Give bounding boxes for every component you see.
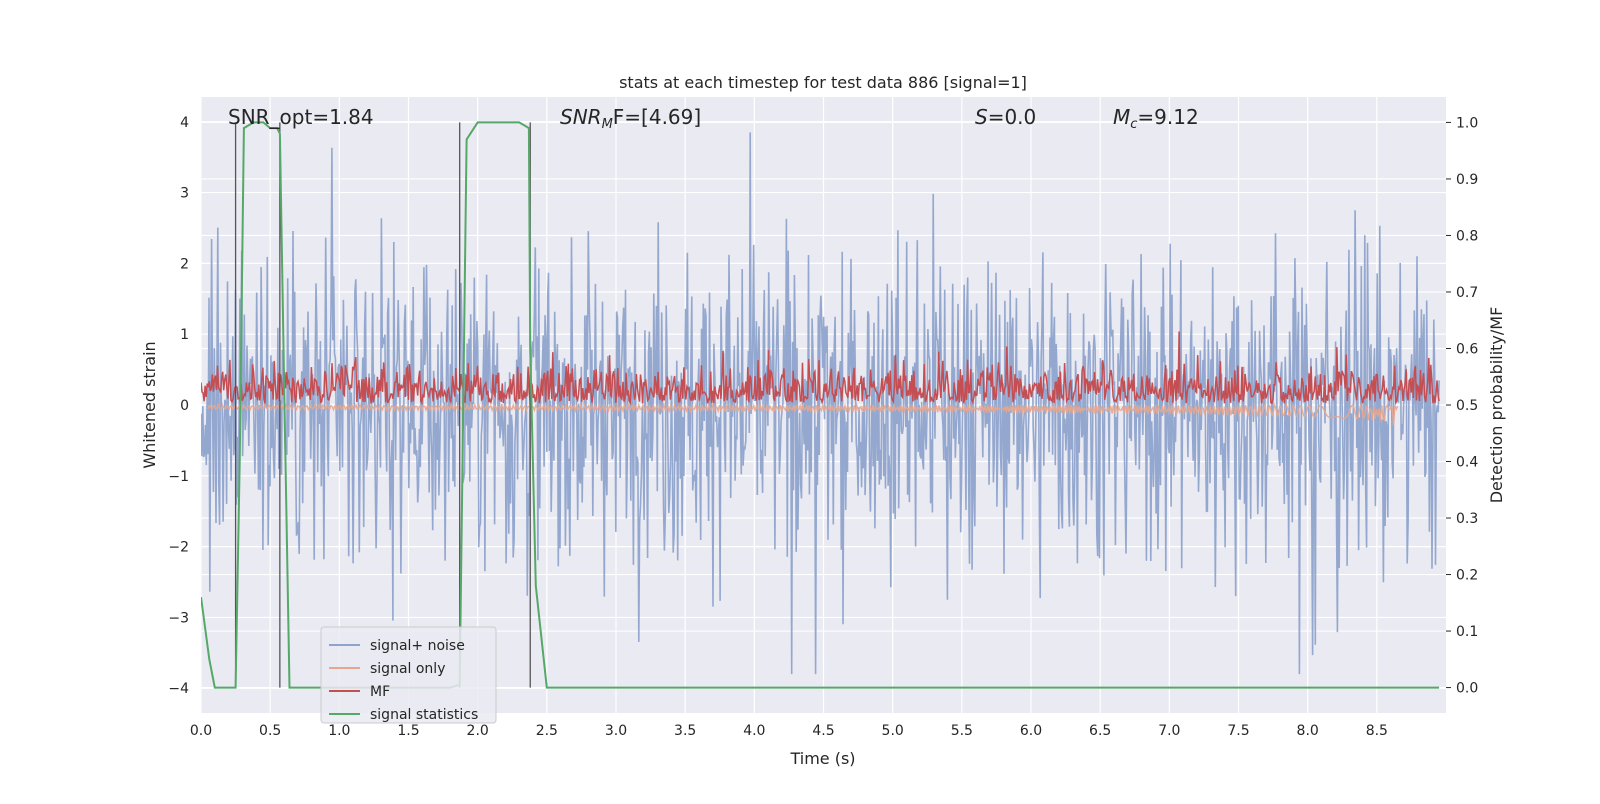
y-right-tick-label: 0.0 — [1456, 681, 1478, 697]
x-tick-label: 7.0 — [1158, 723, 1180, 739]
legend-label: MF — [370, 684, 390, 700]
legend-label: signal+ noise — [370, 638, 465, 654]
y-right-tick-label: 0.8 — [1456, 228, 1478, 244]
x-tick-label: 1.0 — [328, 723, 350, 739]
y-left-tick-label: 3 — [180, 186, 189, 202]
x-tick-label: 4.5 — [812, 723, 834, 739]
y-left-tick-label: −4 — [168, 681, 189, 697]
y-right-tick-label: 0.7 — [1456, 285, 1478, 301]
mf-line — [201, 331, 1440, 406]
x-tick-label: 1.5 — [397, 723, 419, 739]
y-left-tick-label: −3 — [168, 610, 189, 626]
chart-title: stats at each timestep for test data 886… — [619, 73, 1027, 92]
y-right-tick-label: 0.3 — [1456, 511, 1478, 527]
x-tick-label: 2.5 — [536, 723, 558, 739]
y-right-tick-label: 0.9 — [1456, 172, 1478, 188]
x-tick-label: 2.0 — [467, 723, 489, 739]
x-tick-label: 8.5 — [1366, 723, 1388, 739]
y-right-tick-label: 0.2 — [1456, 568, 1478, 584]
x-tick-label: 3.0 — [605, 723, 627, 739]
y-left-tick-label: 4 — [180, 115, 189, 131]
x-tick-label: 5.0 — [882, 723, 904, 739]
signal-statistics-line — [201, 121, 1440, 689]
x-tick-label: 7.5 — [1227, 723, 1249, 739]
y-axis-right-label: Detection probability/MF — [1487, 307, 1506, 504]
x-tick-label: 6.0 — [1020, 723, 1042, 739]
y-left-tick-label: −2 — [168, 540, 189, 556]
y-left-tick-label: 0 — [180, 398, 189, 414]
snr-opt-annotation: SNR_opt=1.84 — [228, 105, 374, 129]
y-axis-left-ticks: −4 −3 −2 −1 0 1 2 3 4 — [168, 115, 189, 697]
y-left-tick-label: −1 — [168, 469, 189, 485]
series-layer — [201, 121, 1440, 689]
snr-mf-annotation: SNRMF=[4.69] — [560, 105, 701, 132]
x-tick-label: 6.5 — [1089, 723, 1111, 739]
x-tick-label: 8.0 — [1297, 723, 1319, 739]
x-tick-label: 0.5 — [259, 723, 281, 739]
x-tick-label: 4.0 — [743, 723, 765, 739]
legend-label: signal statistics — [370, 707, 478, 723]
x-tick-label: 3.5 — [674, 723, 696, 739]
y-right-tick-label: 0.6 — [1456, 341, 1478, 357]
y-left-tick-label: 2 — [180, 256, 189, 272]
signal-only-line — [207, 402, 1399, 426]
legend-label: signal only — [370, 661, 445, 677]
y-right-tick-label: 0.1 — [1456, 624, 1478, 640]
x-tick-label: 5.5 — [951, 723, 973, 739]
y-left-tick-label: 1 — [180, 327, 189, 343]
x-axis-ticks: 0.0 0.5 1.0 1.5 2.0 2.5 3.0 3.5 4.0 4.5 5.0 5.5 6.0 6… — [190, 723, 1388, 739]
mc-annotation: Mc=9.12 — [1113, 105, 1199, 132]
legend: signal+ noise signal only MF signal statist… — [320, 626, 497, 724]
y-axis-left-label: Whitened strain — [140, 341, 159, 468]
grid — [200, 97, 1446, 713]
x-tick-label: 0.0 — [190, 723, 212, 739]
y-axis-right-ticks: 0.0 0.1 0.2 0.3 0.4 0.5 0.6 0.7 0.8 0.9 1.0 — [1446, 115, 1478, 697]
x-axis-label: Time (s) — [789, 749, 855, 768]
y-right-tick-label: 1.0 — [1456, 115, 1478, 131]
y-right-tick-label: 0.4 — [1456, 455, 1478, 471]
s-annotation: S=0.0 — [975, 105, 1036, 129]
y-right-tick-label: 0.5 — [1456, 398, 1478, 414]
